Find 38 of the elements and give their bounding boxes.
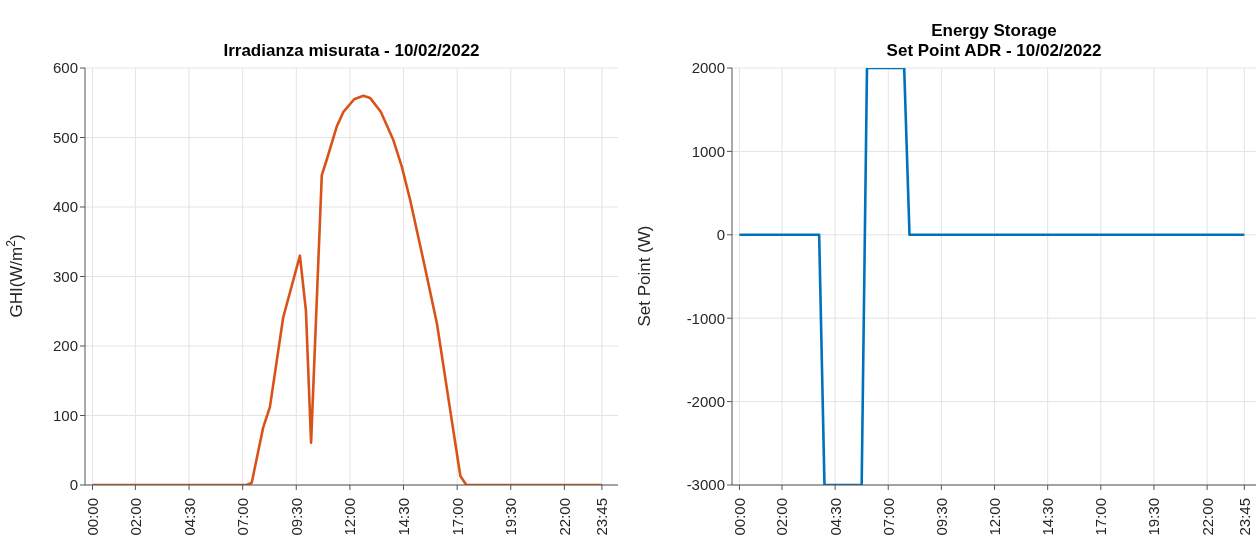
x-tick-label: 04:30 [826, 498, 844, 536]
x-tick-label: 12:00 [341, 498, 359, 536]
x-tick-label: 17:00 [1092, 498, 1110, 536]
x-tick-label: 00:00 [730, 498, 748, 536]
x-tick-label: 23:45 [1235, 498, 1253, 536]
y-tick-label: -1000 [686, 309, 725, 327]
y-tick-label: 0 [69, 476, 78, 494]
x-tick-label: 07:00 [234, 498, 252, 536]
x-tick-label: 14:30 [395, 498, 413, 536]
x-tick-label: 07:00 [879, 498, 897, 536]
chart-title: Energy Storage Set Point ADR - 10/02/2022 [886, 21, 1102, 60]
x-tick-label: 04:30 [180, 498, 198, 536]
x-tick-label: 22:00 [555, 498, 573, 536]
y-tick-label: 0 [716, 226, 725, 244]
x-tick-label: 14:30 [1039, 498, 1057, 536]
x-tick-label: 17:00 [448, 498, 466, 536]
x-tick-label: 12:00 [986, 498, 1004, 536]
y-tick-label: 1000 [691, 142, 725, 160]
x-tick-label: 09:30 [287, 498, 305, 536]
x-tick-label: 00:00 [84, 498, 102, 536]
x-tick-label: 19:30 [502, 498, 520, 536]
x-tick-label: 19:30 [1145, 498, 1163, 536]
x-tick-label: 23:45 [593, 498, 611, 536]
chart-title: Irradianza misurata - 10/02/2022 [223, 41, 480, 60]
x-tick-label: 22:00 [1198, 498, 1216, 536]
y-tick-label: 200 [52, 337, 78, 355]
x-tick-label: 02:00 [126, 498, 144, 536]
y-tick-label: 2000 [691, 59, 725, 77]
y-tick-label: 600 [52, 59, 78, 77]
y-tick-label: 100 [52, 406, 78, 424]
y-axis-title: Set Point (W) [635, 225, 654, 327]
y-tick-label: 400 [52, 198, 78, 216]
x-tick-label: 02:00 [773, 498, 791, 536]
y-tick-label: -2000 [686, 392, 725, 410]
y-tick-label: 500 [52, 128, 78, 146]
x-tick-label: 09:30 [932, 498, 950, 536]
y-tick-label: 300 [52, 267, 78, 285]
y-tick-label: -3000 [686, 476, 725, 494]
